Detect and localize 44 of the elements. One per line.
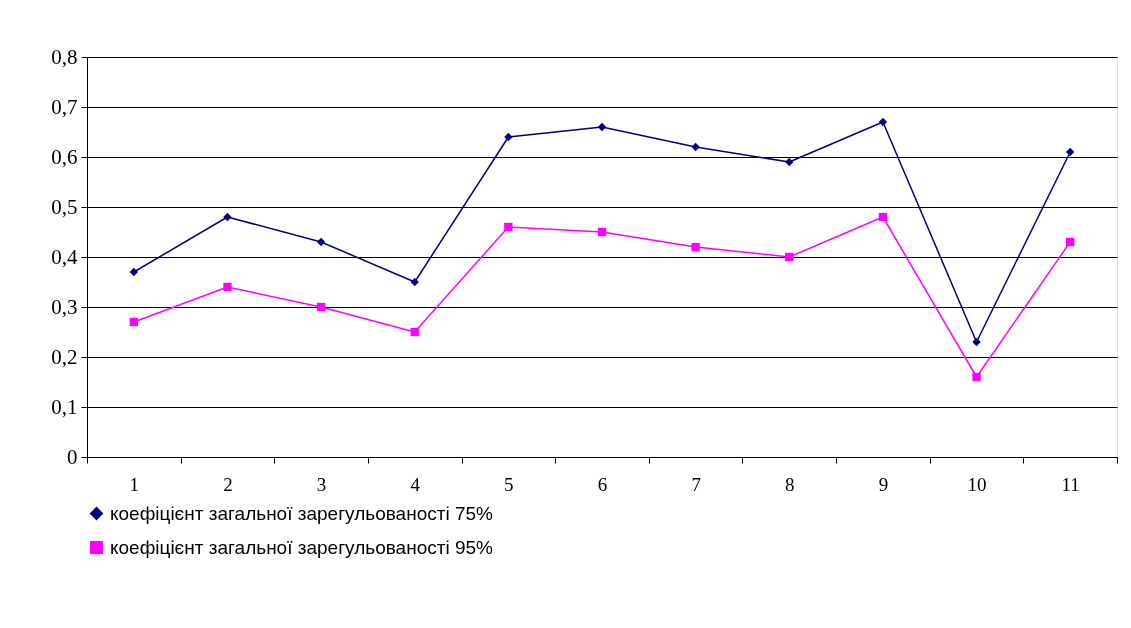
point [410, 277, 419, 287]
y-tick-label: 0,7 [51, 94, 78, 119]
point [691, 242, 700, 252]
legend-label: коефіцієнт загальної зарегульованості 75% [110, 502, 494, 524]
x-tick-label: 5 [504, 473, 514, 495]
x-tick-label: 11 [1061, 473, 1080, 495]
point [1066, 147, 1075, 157]
point [785, 157, 794, 167]
point [878, 212, 888, 222]
legend-label: коефіцієнт загальної зарегульованості 95% [110, 536, 494, 558]
point [223, 212, 232, 222]
point [972, 337, 981, 347]
point [1066, 237, 1075, 247]
x-tick-label: 8 [785, 473, 795, 495]
y-tick-label: 0,1 [51, 394, 78, 419]
point [972, 372, 981, 382]
y-tick-label: 0,3 [51, 294, 78, 319]
y-tick-label: 0,8 [51, 44, 78, 69]
y-tick-label: 0 [67, 444, 78, 469]
point [410, 327, 419, 337]
x-tick-label: 1 [129, 473, 140, 495]
point [316, 302, 326, 312]
y-tick-label: 0,4 [51, 244, 78, 269]
point [316, 237, 326, 247]
x-tick-label: 10 [967, 473, 987, 495]
x-tick-label: 7 [691, 473, 701, 495]
x-tick-label: 3 [316, 473, 327, 495]
point [597, 122, 607, 132]
point [129, 267, 138, 277]
point [597, 227, 607, 237]
point [785, 252, 794, 262]
point [878, 117, 888, 127]
point [504, 132, 513, 142]
y-tick-label: 0,6 [51, 144, 78, 169]
x-tick-label: 2 [223, 473, 233, 495]
point [129, 317, 138, 327]
y-tick-label: 0,5 [51, 194, 78, 219]
x-tick-label: 4 [410, 473, 421, 495]
point [223, 282, 232, 292]
point [504, 222, 513, 232]
x-tick-label: 6 [597, 473, 608, 495]
point [691, 142, 700, 152]
x-tick-label: 9 [878, 473, 889, 495]
y-tick-label: 0,2 [51, 344, 78, 369]
